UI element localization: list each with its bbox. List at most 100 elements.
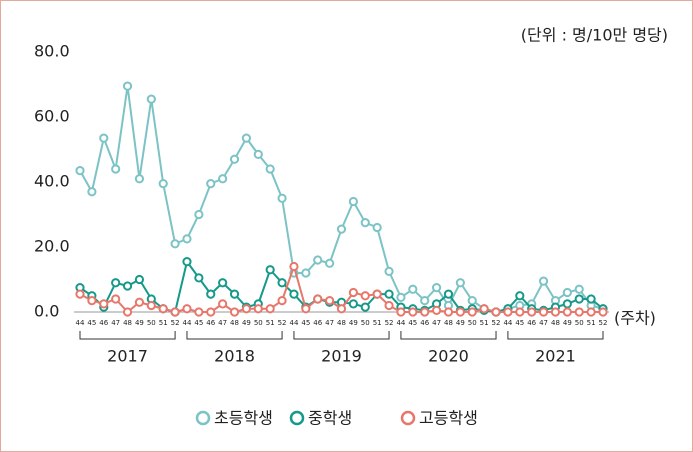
y-tick-label: 20.0	[34, 237, 70, 256]
x-tick-label: 52	[171, 319, 180, 327]
y-tick-label: 60.0	[34, 107, 70, 126]
x-tick-label: 51	[587, 319, 596, 327]
point	[384, 266, 394, 276]
x-tick-label: 48	[230, 319, 239, 327]
legend-label: 중학생	[308, 409, 352, 428]
x-tick-label: 46	[420, 319, 429, 327]
legend-marker	[289, 410, 305, 426]
point	[586, 294, 596, 304]
x-tick-label: 51	[373, 319, 382, 327]
x-tick-label: 51	[266, 319, 275, 327]
point	[182, 304, 192, 314]
x-tick-label: 48	[337, 319, 346, 327]
point	[550, 307, 561, 317]
year-label: 2018	[214, 347, 255, 366]
point	[574, 294, 584, 304]
point	[325, 296, 335, 306]
x-tick-label: 50	[254, 319, 263, 327]
point	[241, 304, 252, 314]
point	[289, 261, 299, 272]
x-tick-label: 48	[123, 319, 132, 327]
x-tick-label: 47	[539, 319, 548, 327]
x-tick-label: 52	[599, 319, 608, 327]
point	[348, 299, 358, 309]
year-bracket	[79, 331, 176, 340]
x-tick-label: 50	[468, 319, 477, 327]
x-tick-label: 50	[361, 319, 370, 327]
point	[182, 234, 192, 244]
point	[503, 307, 513, 317]
x-tick-label: 44	[183, 319, 192, 327]
y-tick-label: 40.0	[34, 172, 70, 191]
year-label: 2021	[535, 347, 576, 366]
point	[218, 278, 228, 288]
x-tick-label: 48	[551, 319, 560, 327]
point	[336, 304, 347, 314]
point	[206, 289, 216, 299]
point	[265, 265, 275, 275]
year-label: 2020	[428, 347, 469, 366]
point	[515, 291, 525, 301]
point	[206, 307, 216, 317]
x-tick-label: 47	[325, 319, 334, 327]
point	[574, 284, 584, 294]
point	[158, 179, 168, 189]
point	[122, 81, 133, 91]
point	[277, 193, 287, 203]
point	[455, 307, 465, 317]
point	[87, 187, 97, 197]
point	[384, 289, 394, 299]
x-tick-label: 47	[432, 319, 441, 327]
point	[515, 307, 525, 317]
x-tick-label: 45	[515, 319, 524, 327]
point	[265, 304, 275, 314]
point	[348, 287, 358, 298]
point	[134, 174, 145, 184]
point	[265, 164, 275, 174]
point	[194, 273, 204, 283]
point	[562, 299, 572, 309]
point	[420, 296, 430, 306]
point	[87, 296, 97, 306]
point	[372, 222, 382, 233]
year-bracket	[400, 331, 497, 340]
point	[574, 307, 584, 317]
point	[431, 283, 442, 293]
x-axis-label: (주차)	[614, 309, 656, 328]
year-bracket	[293, 331, 390, 340]
x-tick-label: 50	[575, 319, 584, 327]
point	[194, 307, 204, 317]
point	[158, 304, 168, 314]
point	[467, 307, 477, 317]
point	[455, 278, 465, 288]
point	[396, 292, 406, 302]
x-tick-label: 44	[396, 319, 405, 327]
point	[408, 284, 418, 294]
x-tick-label: 44	[76, 319, 85, 327]
x-tick-label: 52	[278, 319, 287, 327]
legend-label: 초등학생	[214, 409, 273, 428]
point	[277, 278, 287, 288]
x-tick-label: 49	[563, 319, 572, 327]
point	[420, 307, 430, 317]
point	[134, 274, 145, 285]
point	[134, 297, 145, 307]
point	[146, 94, 156, 104]
x-tick-label: 45	[87, 319, 96, 327]
point	[479, 304, 489, 314]
point	[313, 294, 323, 304]
point	[75, 289, 85, 299]
unit-note: (단위 : 명/10만 명당)	[521, 26, 668, 45]
point	[170, 307, 180, 317]
point	[443, 307, 454, 317]
point	[111, 164, 121, 174]
point	[443, 289, 454, 299]
point	[289, 289, 299, 299]
point	[431, 305, 442, 315]
point	[218, 299, 228, 309]
x-tick-label: 46	[99, 319, 108, 327]
point	[336, 224, 347, 234]
x-tick-label: 49	[242, 319, 251, 327]
